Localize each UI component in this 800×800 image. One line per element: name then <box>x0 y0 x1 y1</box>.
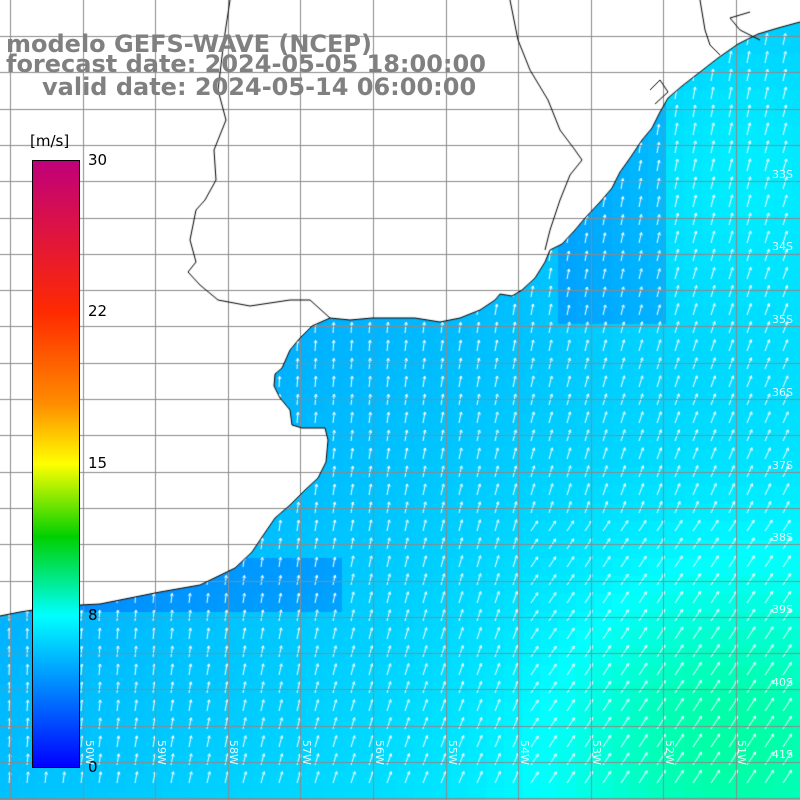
lat-label: 40S <box>772 676 793 689</box>
lat-label: 33S <box>772 168 793 181</box>
colorbar-unit: [m/s] <box>30 132 70 150</box>
colorbar-tick-15: 15 <box>88 454 108 472</box>
lon-label: 52W <box>663 740 676 765</box>
lat-label: 36S <box>772 386 793 399</box>
lon-label: 54W <box>518 740 531 765</box>
lon-label: 59W <box>155 740 168 765</box>
lat-label: 38S <box>772 531 793 544</box>
colorbar-tick-0: 0 <box>88 758 98 776</box>
lon-label: 58W <box>227 740 240 765</box>
colorbar-tick-8: 8 <box>88 606 98 624</box>
colorbar <box>32 160 80 768</box>
lon-label: 55W <box>446 740 459 765</box>
forecast-date-label: forecast date: 2024-05-05 18:00:00 <box>6 50 486 78</box>
colorbar-tick-22: 22 <box>88 302 108 320</box>
lat-label: 35S <box>772 313 793 326</box>
lon-label: 51W <box>735 740 748 765</box>
lat-label: 34S <box>772 240 793 253</box>
valid-date-label: valid date: 2024-05-14 06:00:00 <box>42 73 477 101</box>
model-title: modelo GEFS-WAVE (NCEP) <box>6 30 372 58</box>
lon-label: 50W <box>83 740 96 765</box>
lon-label: 56W <box>373 740 386 765</box>
lon-label: 57W <box>300 740 313 765</box>
lon-label: 53W <box>590 740 603 765</box>
lat-label: 39S <box>772 603 793 616</box>
lat-label: 37S <box>772 459 793 472</box>
colorbar-tick-30: 30 <box>88 151 108 169</box>
lat-label: 41S <box>772 748 793 761</box>
